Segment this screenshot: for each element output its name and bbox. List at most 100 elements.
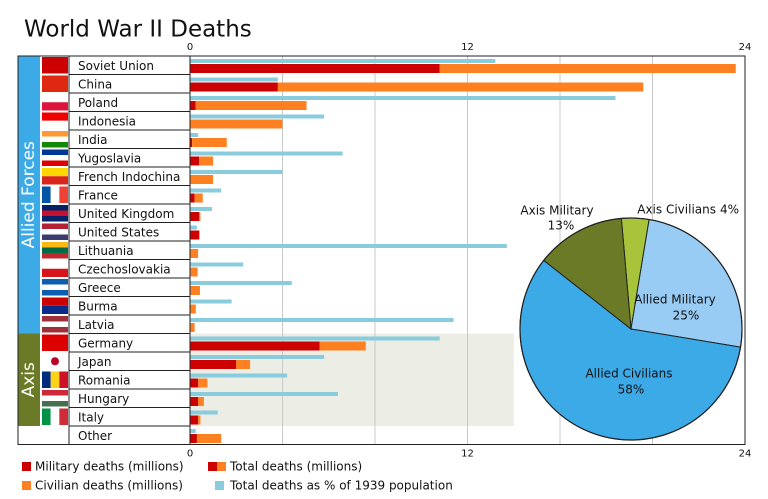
civilian-bar	[198, 415, 201, 425]
x-tick-label: 0	[187, 449, 193, 460]
group-band	[18, 56, 40, 334]
military-bar	[190, 378, 199, 388]
category-label: Germany	[78, 336, 133, 350]
category-label: Indonesia	[78, 114, 136, 128]
flag	[42, 327, 68, 333]
pie-outline	[519, 217, 743, 441]
slice-label: Axis Military	[520, 204, 593, 218]
category-label: Lithuania	[78, 244, 134, 258]
category-label: Italy	[78, 410, 104, 424]
military-bar	[190, 360, 237, 369]
flag	[59, 371, 68, 388]
percent-bar	[190, 114, 325, 119]
legend-label: Civilian deaths (millions)	[35, 479, 183, 493]
flag	[42, 205, 68, 211]
pie-slice	[630, 218, 743, 348]
slice-value-label: 4%	[720, 203, 739, 217]
category-label: French Indochina	[78, 170, 180, 184]
x-tick-label: 12	[461, 449, 474, 460]
flag	[42, 223, 68, 229]
category-label: Other	[78, 429, 112, 443]
legend-label: Total deaths as % of 1939 population	[229, 479, 453, 493]
x-tick-label: 12	[461, 42, 474, 53]
percent-bar	[190, 59, 496, 63]
percent-bar	[190, 188, 222, 193]
civilian-bar	[195, 101, 307, 110]
flag	[42, 395, 68, 401]
military-bar	[190, 397, 199, 406]
flag	[42, 176, 68, 185]
military-bar	[190, 193, 195, 203]
percent-bar	[190, 225, 197, 230]
percent-bar	[190, 392, 338, 396]
flag	[42, 102, 68, 111]
slice-label: Axis Civilians	[637, 203, 716, 217]
flag	[42, 334, 68, 351]
military-bar	[190, 82, 278, 92]
percent-bar	[190, 373, 288, 378]
flag	[51, 357, 59, 366]
flag	[42, 268, 68, 277]
slice-label: Allied Civilians	[585, 367, 672, 381]
percent-bar	[190, 281, 292, 285]
percent-bar	[190, 429, 196, 433]
military-bar	[190, 212, 200, 221]
slice-label: Allied Military	[634, 293, 715, 307]
flag	[50, 371, 60, 388]
percent-bar	[190, 262, 244, 267]
percent-bar	[190, 244, 507, 248]
civilian-bar	[236, 360, 251, 369]
percent-bar	[190, 410, 218, 415]
military-bar	[190, 64, 440, 73]
percent-bar	[190, 133, 199, 137]
legend-label: Military deaths (millions)	[35, 460, 184, 474]
legend-swatch	[22, 481, 31, 490]
civilian-bar	[190, 323, 195, 332]
percent-bar	[190, 318, 454, 322]
x-tick-label: 24	[739, 449, 752, 460]
category-label: India	[78, 133, 107, 147]
flag	[42, 120, 68, 129]
category-label: Hungary	[78, 392, 129, 406]
flag	[42, 371, 51, 388]
flag	[42, 136, 68, 142]
flag	[42, 57, 68, 74]
flag	[42, 321, 68, 327]
flag	[42, 234, 68, 240]
flag	[42, 253, 68, 259]
flag	[42, 186, 51, 203]
flag	[42, 229, 68, 235]
civilian-bar	[190, 267, 198, 277]
category-label: Poland	[78, 96, 118, 110]
x-tick-label: 24	[739, 42, 752, 53]
flag	[42, 260, 68, 269]
flag	[42, 216, 68, 222]
flag	[42, 316, 68, 322]
military-bar	[190, 138, 193, 147]
flag	[50, 408, 60, 425]
category-label: Latvia	[78, 318, 115, 332]
military-bar	[190, 156, 200, 166]
percent-bar	[190, 77, 278, 82]
civilian-bar	[439, 64, 736, 73]
chart-title: World War II Deaths	[24, 17, 252, 43]
flag	[42, 210, 68, 216]
civilian-bar	[199, 212, 201, 221]
flag	[42, 401, 68, 407]
slice-value-label: 58%	[618, 383, 645, 397]
flag	[42, 168, 68, 177]
category-label: China	[78, 77, 112, 91]
civilian-bar	[198, 378, 208, 388]
civilian-bar	[199, 156, 214, 166]
category-label: France	[78, 188, 118, 202]
percent-bar	[190, 151, 343, 156]
flag	[42, 290, 68, 296]
flag	[42, 75, 68, 92]
slice-value-label: 13%	[548, 219, 575, 233]
military-bar	[190, 434, 197, 443]
flag	[42, 390, 68, 396]
category-label: United Kingdom	[78, 207, 174, 221]
flag	[50, 186, 60, 203]
flag	[42, 279, 68, 285]
